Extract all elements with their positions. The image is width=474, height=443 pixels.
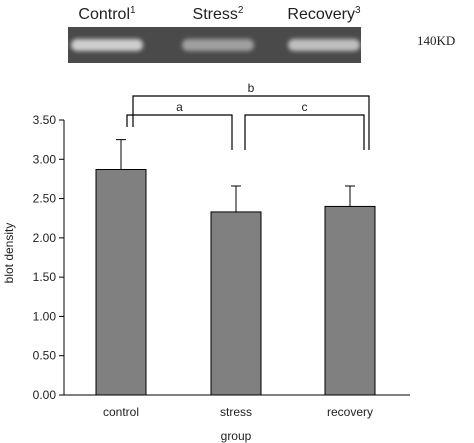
bar-control — [95, 169, 147, 396]
error-bar-control — [116, 139, 126, 170]
x-tick-label-recovery: recovery — [327, 405, 373, 419]
significance-bracket-b: b — [132, 81, 370, 150]
x-tick-label-control: control — [103, 405, 139, 419]
error-bar-stress — [231, 185, 241, 212]
y-tick-label: 2.50 — [33, 192, 57, 206]
y-axis-title: blot density — [2, 223, 16, 284]
bar-chart: 0.00 0.50 1.00 1.50 2.00 2.50 3.00 3.50 control… — [2, 81, 410, 443]
blot-bands — [71, 39, 360, 51]
significance-bracket-a: a — [126, 100, 233, 150]
blot-band-stress — [182, 39, 254, 51]
blot-lane-label-recovery: Recovery3 — [287, 5, 361, 23]
blot-lane-labels: Control1 Stress2 Recovery3 — [78, 5, 361, 23]
y-tick-label: 0.00 — [33, 388, 57, 402]
blot-band-control — [71, 39, 143, 51]
y-tick-label: 1.50 — [33, 270, 57, 284]
bar-stress — [210, 211, 262, 396]
x-tick-label-stress: stress — [220, 405, 252, 419]
x-axis-tick-labels: control stress recovery — [103, 405, 373, 419]
blot-size-marker: 140KD — [417, 33, 455, 48]
bar-recovery — [324, 205, 376, 396]
blot-band-recovery — [288, 39, 360, 51]
x-axis-title: group — [221, 429, 252, 443]
blot-lane-label-stress: Stress2 — [193, 5, 244, 23]
y-tick-label: 3.00 — [33, 152, 57, 166]
significance-bracket-c: c — [244, 100, 365, 150]
significance-brackets: a b c — [126, 81, 370, 150]
significance-label-a: a — [176, 100, 183, 114]
blot-lane-label-control: Control1 — [78, 5, 136, 23]
y-tick-label: 3.50 — [33, 113, 57, 127]
significance-label-b: b — [248, 81, 255, 95]
error-bar-recovery — [345, 185, 355, 207]
y-tick-label: 2.00 — [33, 231, 57, 245]
y-tick-label: 1.00 — [33, 309, 57, 323]
y-tick-label: 0.50 — [33, 349, 57, 363]
western-blot-panel — [68, 27, 361, 63]
y-axis-ticks: 0.00 0.50 1.00 1.50 2.00 2.50 3.00 3.50 — [33, 113, 64, 402]
error-bars — [116, 139, 355, 212]
bars — [95, 169, 376, 396]
significance-label-c: c — [302, 100, 308, 114]
